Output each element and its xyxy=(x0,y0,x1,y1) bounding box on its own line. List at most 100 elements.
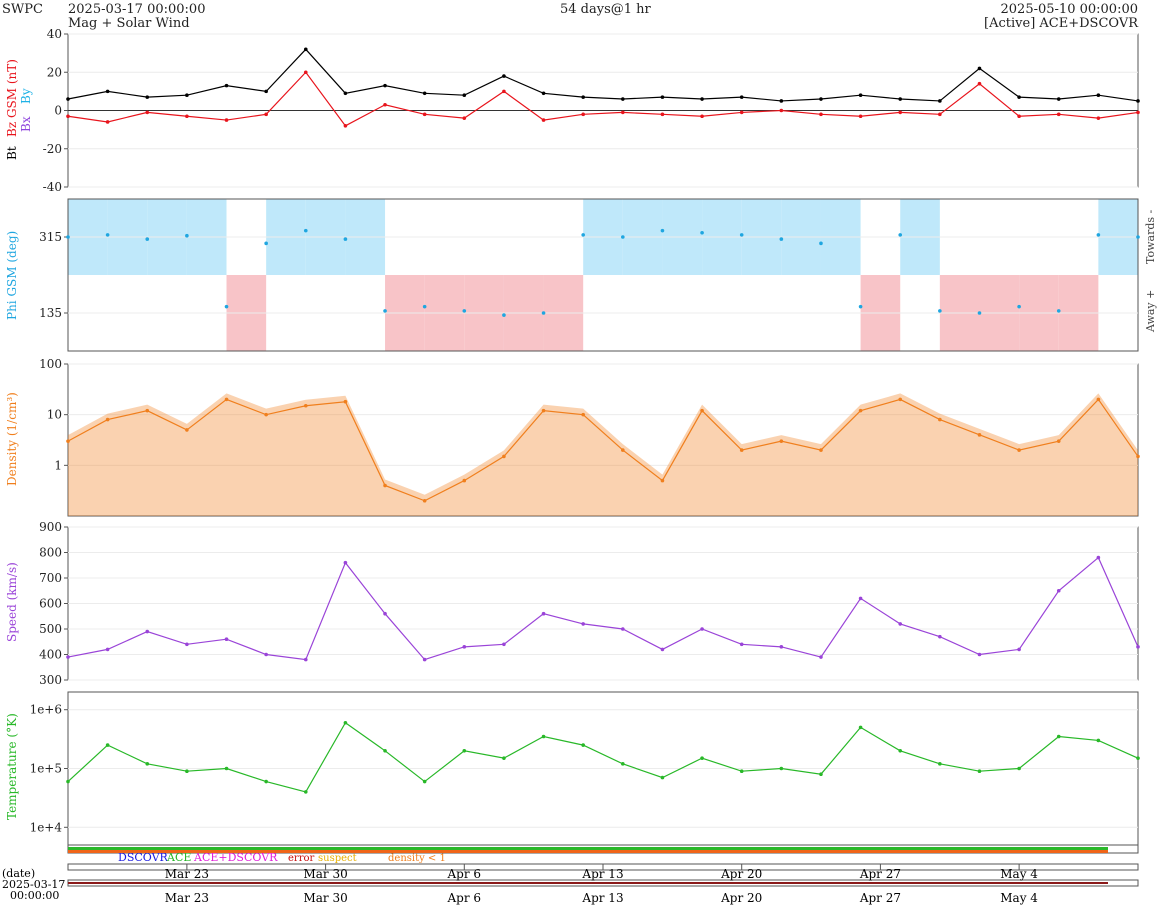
bt-line xyxy=(67,48,1139,102)
bz-gsm-point xyxy=(105,120,110,124)
density-point xyxy=(621,448,625,452)
density-point xyxy=(739,448,744,452)
speed-point xyxy=(1136,645,1140,649)
bz-gsm-point xyxy=(185,114,189,119)
bt-point xyxy=(422,91,427,96)
bt-point xyxy=(224,83,229,88)
bz-gsm-point xyxy=(660,112,665,117)
legend-dscovr: DSCOVR xyxy=(118,851,169,864)
y-tick-label: 600 xyxy=(39,597,62,611)
density-point xyxy=(581,412,585,417)
bt-axis-label: Bt xyxy=(5,146,19,160)
speed-line xyxy=(67,556,1139,661)
bz-gsm-point xyxy=(739,110,744,115)
bt-point xyxy=(898,97,903,101)
phi-gsm-point xyxy=(898,233,903,237)
temperature-point xyxy=(660,775,665,780)
speed-point xyxy=(700,627,704,631)
start-datetime: 2025-03-17 00:00:00 xyxy=(68,2,206,17)
density-point xyxy=(343,399,348,404)
density-point xyxy=(779,439,784,443)
bz-gsm-point xyxy=(581,112,585,117)
phi-gsm-point xyxy=(462,309,467,313)
temperature-point xyxy=(1017,766,1021,771)
active-source: [Active] ACE+DSCOVR xyxy=(984,16,1138,31)
temperature-point xyxy=(739,769,744,773)
phi-gsm-point xyxy=(700,230,704,235)
bt-point xyxy=(739,95,744,99)
density-point xyxy=(1136,454,1140,459)
phi-gsm-point xyxy=(1136,235,1140,239)
speed-point xyxy=(66,655,70,659)
speed-point xyxy=(343,560,348,565)
phi-gsm-point xyxy=(581,233,585,237)
x-tick-label: Apr 27 xyxy=(859,867,901,881)
temperature-point xyxy=(819,772,823,776)
density-point xyxy=(819,448,823,452)
phi-gsm-point xyxy=(502,313,506,317)
speed-point xyxy=(621,627,625,631)
temperature-point xyxy=(462,748,467,753)
temperature-point xyxy=(700,756,704,760)
bz-gsm-point xyxy=(422,112,427,117)
density-line xyxy=(67,398,1139,502)
bt-point xyxy=(264,89,268,94)
panel-frame xyxy=(67,198,1139,352)
phi-gsm-point xyxy=(779,237,784,241)
bt-point xyxy=(938,99,942,103)
speed-point xyxy=(819,655,823,659)
temperature-point xyxy=(383,748,387,753)
bz-gsm-point xyxy=(145,110,150,115)
bt-point xyxy=(343,91,348,96)
density-point xyxy=(700,408,704,413)
bz-gsm-point xyxy=(779,108,784,113)
bz-gsm-point xyxy=(898,110,903,115)
time-start: 00:00:00 xyxy=(10,889,59,902)
bz-gsm-point xyxy=(303,70,308,75)
y-tick-label: 0 xyxy=(54,104,62,118)
density-point xyxy=(422,498,427,503)
density-point xyxy=(145,408,150,413)
temperature-point xyxy=(105,743,110,747)
x-tick-label-lower: Mar 30 xyxy=(303,891,347,905)
y-tick-label: 40 xyxy=(47,27,62,41)
legend-density-lt-1: density < 1 xyxy=(388,853,446,864)
speed-point xyxy=(383,611,387,616)
x-tick-label-lower: Apr 27 xyxy=(859,891,901,905)
phi-gsm-point xyxy=(422,304,427,309)
phi-gsm-point xyxy=(977,311,982,315)
bz-gsm-point xyxy=(66,114,70,119)
density-point xyxy=(502,454,506,459)
y-tick-label: 700 xyxy=(39,571,62,585)
y-tick-label: 20 xyxy=(47,65,62,79)
status-density-bar xyxy=(68,850,1108,853)
bz-gsm-point xyxy=(383,102,387,107)
phi-gsm-point xyxy=(303,228,308,233)
bt-point xyxy=(858,93,863,97)
bt-point xyxy=(185,93,189,97)
legend-ace-dscovr: ACE+DSCOVR xyxy=(193,851,278,864)
temperature-point xyxy=(1056,734,1061,739)
bt-point xyxy=(1017,95,1021,99)
bt-point xyxy=(145,95,150,99)
x-tick-label: Apr 20 xyxy=(720,867,762,881)
density-point xyxy=(383,483,387,488)
y-tick-label: 100 xyxy=(39,357,62,371)
phi-gsm-point xyxy=(1096,233,1101,237)
legend-ace: ACE xyxy=(166,851,191,864)
bz-axis-label: Bz GSM (nT) xyxy=(5,59,19,137)
bt-point xyxy=(819,97,823,101)
speed-axis-label: Speed (km/s) xyxy=(5,562,19,642)
temperature-point xyxy=(224,766,229,771)
bz-gsm-line xyxy=(67,71,1139,127)
x-tick-label: May 4 xyxy=(1000,867,1038,881)
phi-gsm-point xyxy=(185,233,189,238)
density-point xyxy=(264,412,268,417)
y-tick-label: 800 xyxy=(39,546,62,560)
density-point xyxy=(1096,397,1101,402)
subtitle: Mag + Solar Wind xyxy=(68,16,190,31)
temperature-point xyxy=(502,756,506,760)
temperature-point xyxy=(541,734,546,739)
date-caption: (date) xyxy=(2,867,35,880)
